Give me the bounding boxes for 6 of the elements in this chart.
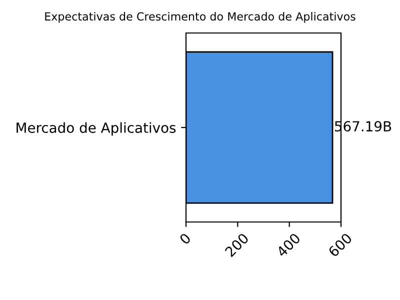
x-tick-label: 600 <box>328 232 353 258</box>
x-tick-label: 400 <box>276 232 301 258</box>
chart-title: Expectativas de Crescimento do Mercado de Aplicativos <box>45 12 356 23</box>
x-tick-label: 0 <box>178 232 192 245</box>
x-tick-label: 200 <box>224 232 250 258</box>
y-tick-label: Mercado de Aplicativos <box>16 122 176 136</box>
